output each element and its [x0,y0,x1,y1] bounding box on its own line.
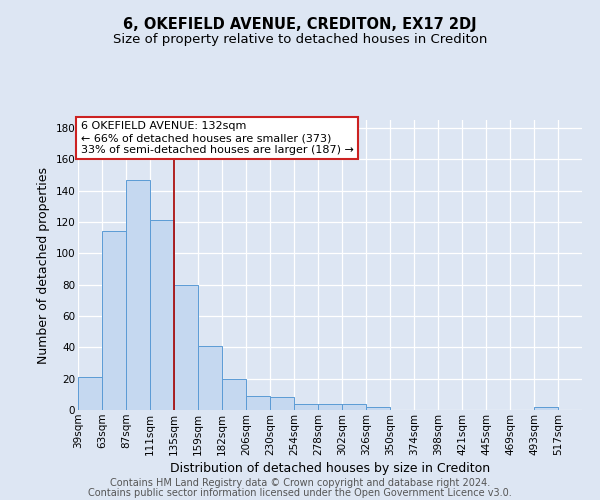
Text: 6 OKEFIELD AVENUE: 132sqm
← 66% of detached houses are smaller (373)
33% of semi: 6 OKEFIELD AVENUE: 132sqm ← 66% of detac… [80,122,353,154]
Bar [270,398,294,410]
Bar [174,284,198,410]
Bar [366,407,390,410]
Bar [318,404,342,410]
Bar [102,232,126,410]
Bar [222,378,246,410]
Bar [126,180,150,410]
Text: Contains HM Land Registry data © Crown copyright and database right 2024.: Contains HM Land Registry data © Crown c… [110,478,490,488]
Text: Contains public sector information licensed under the Open Government Licence v3: Contains public sector information licen… [88,488,512,498]
Bar [150,220,174,410]
Bar [78,377,102,410]
Bar [342,404,366,410]
Bar [198,346,222,410]
X-axis label: Distribution of detached houses by size in Crediton: Distribution of detached houses by size … [170,462,490,475]
Bar [534,407,558,410]
Y-axis label: Number of detached properties: Number of detached properties [37,166,50,364]
Text: 6, OKEFIELD AVENUE, CREDITON, EX17 2DJ: 6, OKEFIELD AVENUE, CREDITON, EX17 2DJ [123,18,477,32]
Bar [294,404,318,410]
Text: Size of property relative to detached houses in Crediton: Size of property relative to detached ho… [113,32,487,46]
Bar [246,396,270,410]
